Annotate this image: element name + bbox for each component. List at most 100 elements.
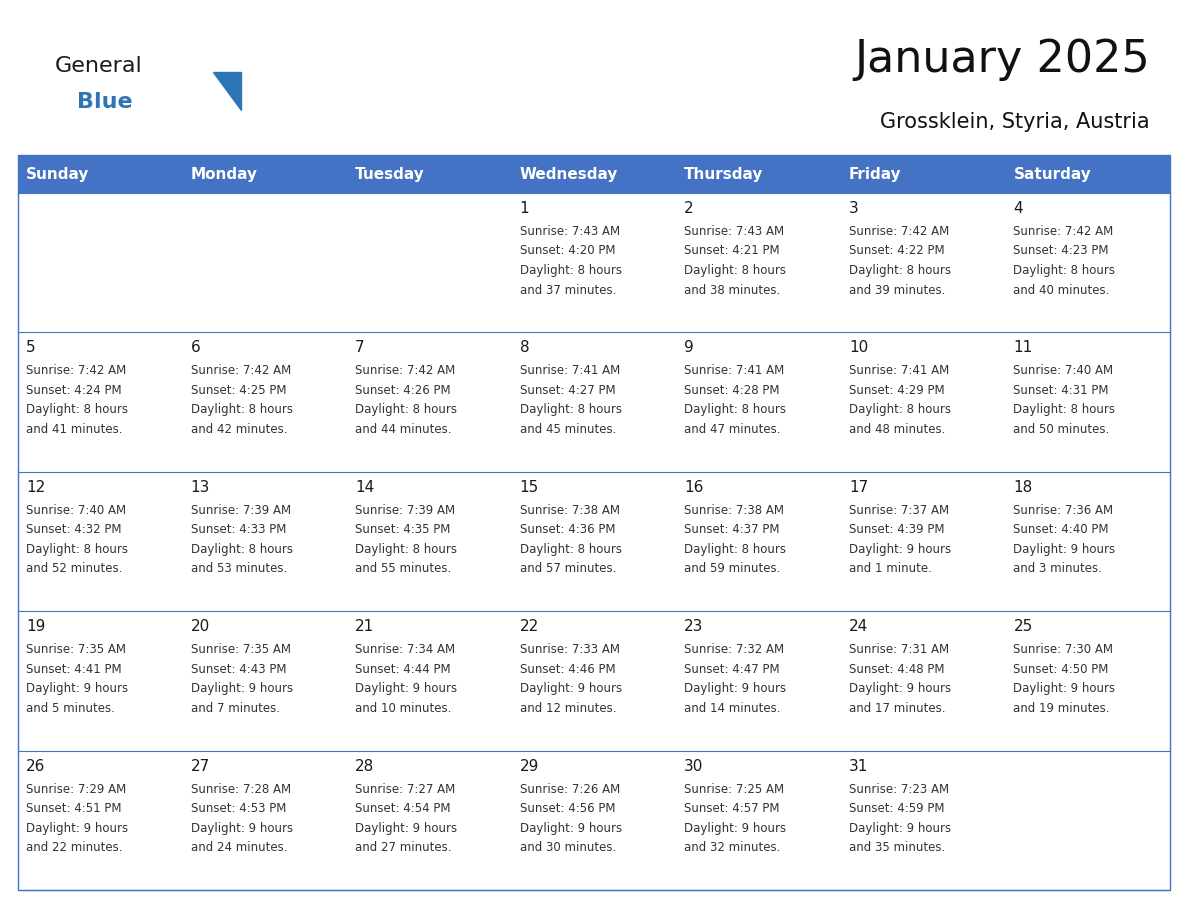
Bar [183, 472, 347, 611]
Text: and 19 minutes.: and 19 minutes. [1013, 701, 1110, 715]
Text: Sunset: 4:46 PM: Sunset: 4:46 PM [519, 663, 615, 676]
Bar [512, 155, 676, 193]
Text: 29: 29 [519, 758, 539, 774]
Text: Sunset: 4:48 PM: Sunset: 4:48 PM [849, 663, 944, 676]
Text: Sunset: 4:21 PM: Sunset: 4:21 PM [684, 244, 779, 258]
Text: Sunset: 4:25 PM: Sunset: 4:25 PM [190, 384, 286, 397]
Text: Sunrise: 7:39 AM: Sunrise: 7:39 AM [190, 504, 291, 517]
Text: Sunrise: 7:42 AM: Sunrise: 7:42 AM [1013, 225, 1113, 238]
Text: Sunset: 4:37 PM: Sunset: 4:37 PM [684, 523, 779, 536]
Bar [183, 611, 347, 751]
Bar [512, 611, 676, 751]
Text: and 14 minutes.: and 14 minutes. [684, 701, 781, 715]
Text: Sunset: 4:40 PM: Sunset: 4:40 PM [1013, 523, 1108, 536]
Text: Daylight: 8 hours: Daylight: 8 hours [26, 403, 128, 417]
Text: Sunrise: 7:38 AM: Sunrise: 7:38 AM [684, 504, 784, 517]
Text: Daylight: 9 hours: Daylight: 9 hours [26, 822, 128, 834]
Text: Sunrise: 7:30 AM: Sunrise: 7:30 AM [1013, 644, 1113, 656]
Text: 28: 28 [355, 758, 374, 774]
Text: Sunrise: 7:31 AM: Sunrise: 7:31 AM [849, 644, 949, 656]
Text: Sunrise: 7:41 AM: Sunrise: 7:41 AM [519, 364, 620, 377]
Text: 27: 27 [190, 758, 210, 774]
Bar [841, 751, 1005, 890]
Text: January 2025: January 2025 [854, 38, 1150, 81]
Text: and 45 minutes.: and 45 minutes. [519, 423, 617, 436]
Text: Sunrise: 7:42 AM: Sunrise: 7:42 AM [849, 225, 949, 238]
Text: 18: 18 [1013, 480, 1032, 495]
Text: Daylight: 8 hours: Daylight: 8 hours [355, 543, 457, 555]
Text: 23: 23 [684, 620, 703, 634]
Text: Grossklein, Styria, Austria: Grossklein, Styria, Austria [880, 112, 1150, 132]
Text: 5: 5 [26, 341, 36, 355]
Text: Daylight: 8 hours: Daylight: 8 hours [26, 543, 128, 555]
Text: and 7 minutes.: and 7 minutes. [190, 701, 279, 715]
Text: Sunrise: 7:35 AM: Sunrise: 7:35 AM [190, 644, 291, 656]
Text: 13: 13 [190, 480, 210, 495]
Text: Sunset: 4:50 PM: Sunset: 4:50 PM [1013, 663, 1108, 676]
Text: and 52 minutes.: and 52 minutes. [26, 563, 122, 576]
Text: Daylight: 8 hours: Daylight: 8 hours [849, 403, 950, 417]
Text: Sunrise: 7:23 AM: Sunrise: 7:23 AM [849, 783, 949, 796]
Text: Daylight: 8 hours: Daylight: 8 hours [1013, 264, 1116, 277]
Text: 21: 21 [355, 620, 374, 634]
Bar [347, 611, 512, 751]
Bar [183, 332, 347, 472]
Bar [676, 751, 841, 890]
Text: Daylight: 8 hours: Daylight: 8 hours [519, 403, 621, 417]
Text: 19: 19 [26, 620, 45, 634]
Text: Sunset: 4:41 PM: Sunset: 4:41 PM [26, 663, 121, 676]
Text: and 47 minutes.: and 47 minutes. [684, 423, 781, 436]
Text: and 1 minute.: and 1 minute. [849, 563, 931, 576]
Text: Sunset: 4:24 PM: Sunset: 4:24 PM [26, 384, 121, 397]
Text: Sunset: 4:43 PM: Sunset: 4:43 PM [190, 663, 286, 676]
Text: Sunset: 4:28 PM: Sunset: 4:28 PM [684, 384, 779, 397]
Text: Sunset: 4:47 PM: Sunset: 4:47 PM [684, 663, 779, 676]
Text: Sunset: 4:59 PM: Sunset: 4:59 PM [849, 802, 944, 815]
Text: Sunset: 4:20 PM: Sunset: 4:20 PM [519, 244, 615, 258]
Bar [18, 472, 183, 611]
Text: Daylight: 8 hours: Daylight: 8 hours [684, 543, 786, 555]
Text: Sunset: 4:22 PM: Sunset: 4:22 PM [849, 244, 944, 258]
Text: 15: 15 [519, 480, 539, 495]
Text: Sunrise: 7:40 AM: Sunrise: 7:40 AM [26, 504, 126, 517]
Text: Sunset: 4:39 PM: Sunset: 4:39 PM [849, 523, 944, 536]
Text: 25: 25 [1013, 620, 1032, 634]
Text: 12: 12 [26, 480, 45, 495]
Text: Daylight: 9 hours: Daylight: 9 hours [519, 682, 621, 695]
Bar [1005, 193, 1170, 332]
Text: Daylight: 8 hours: Daylight: 8 hours [355, 403, 457, 417]
Text: Sunrise: 7:29 AM: Sunrise: 7:29 AM [26, 783, 126, 796]
Text: and 48 minutes.: and 48 minutes. [849, 423, 946, 436]
Text: Daylight: 9 hours: Daylight: 9 hours [1013, 682, 1116, 695]
Bar [512, 472, 676, 611]
Text: and 57 minutes.: and 57 minutes. [519, 563, 617, 576]
Text: Sunset: 4:54 PM: Sunset: 4:54 PM [355, 802, 450, 815]
Text: Sunset: 4:57 PM: Sunset: 4:57 PM [684, 802, 779, 815]
Text: Sunrise: 7:42 AM: Sunrise: 7:42 AM [190, 364, 291, 377]
Bar [18, 611, 183, 751]
Bar [347, 472, 512, 611]
Text: and 59 minutes.: and 59 minutes. [684, 563, 781, 576]
Text: and 50 minutes.: and 50 minutes. [1013, 423, 1110, 436]
Text: Sunset: 4:51 PM: Sunset: 4:51 PM [26, 802, 121, 815]
Text: and 55 minutes.: and 55 minutes. [355, 563, 451, 576]
Text: Daylight: 8 hours: Daylight: 8 hours [684, 403, 786, 417]
Text: Thursday: Thursday [684, 166, 764, 182]
Text: Wednesday: Wednesday [519, 166, 618, 182]
Text: Daylight: 9 hours: Daylight: 9 hours [849, 543, 950, 555]
Text: Sunrise: 7:28 AM: Sunrise: 7:28 AM [190, 783, 291, 796]
Text: and 53 minutes.: and 53 minutes. [190, 563, 286, 576]
Text: Sunrise: 7:42 AM: Sunrise: 7:42 AM [26, 364, 126, 377]
Text: Sunset: 4:36 PM: Sunset: 4:36 PM [519, 523, 615, 536]
Text: 22: 22 [519, 620, 539, 634]
Text: Sunrise: 7:37 AM: Sunrise: 7:37 AM [849, 504, 949, 517]
Text: Sunrise: 7:41 AM: Sunrise: 7:41 AM [849, 364, 949, 377]
Bar [676, 332, 841, 472]
Bar [18, 155, 1170, 890]
Text: 24: 24 [849, 620, 868, 634]
Text: Sunset: 4:23 PM: Sunset: 4:23 PM [1013, 244, 1108, 258]
Bar [676, 155, 841, 193]
Text: Daylight: 8 hours: Daylight: 8 hours [1013, 403, 1116, 417]
Text: and 41 minutes.: and 41 minutes. [26, 423, 122, 436]
Bar [183, 751, 347, 890]
